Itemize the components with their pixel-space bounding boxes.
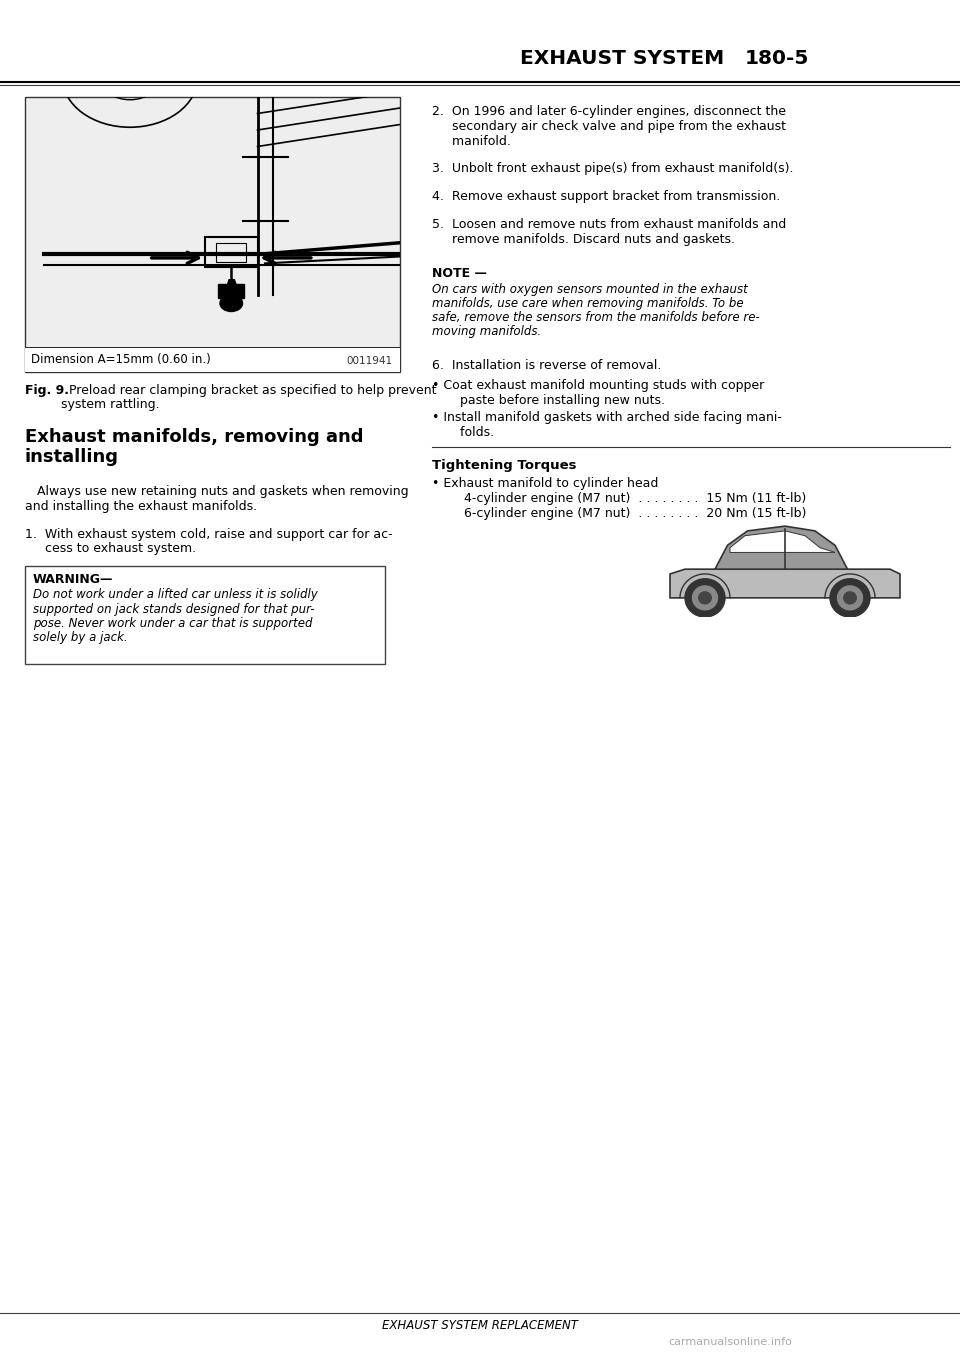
Text: • Coat exhaust manifold mounting studs with copper: • Coat exhaust manifold mounting studs w… xyxy=(432,379,764,392)
Circle shape xyxy=(220,294,243,312)
Text: cess to exhaust system.: cess to exhaust system. xyxy=(25,541,196,555)
Polygon shape xyxy=(715,527,848,569)
Text: A: A xyxy=(221,278,242,307)
Text: system rattling.: system rattling. xyxy=(61,398,159,411)
Text: • Exhaust manifold to cylinder head: • Exhaust manifold to cylinder head xyxy=(432,478,659,490)
Text: safe, remove the sensors from the manifolds before re-: safe, remove the sensors from the manifo… xyxy=(432,311,759,324)
Text: folds.: folds. xyxy=(448,426,494,440)
Text: EXHAUST SYSTEM REPLACEMENT: EXHAUST SYSTEM REPLACEMENT xyxy=(382,1319,578,1333)
Text: 5.  Loosen and remove nuts from exhaust manifolds and: 5. Loosen and remove nuts from exhaust m… xyxy=(432,218,786,231)
Text: 4-cylinder engine (M7 nut)  . . . . . . . .  15 Nm (11 ft-lb): 4-cylinder engine (M7 nut) . . . . . . .… xyxy=(448,493,806,505)
Circle shape xyxy=(685,578,725,617)
Bar xyxy=(25,566,385,664)
Polygon shape xyxy=(730,531,835,552)
Text: moving manifolds.: moving manifolds. xyxy=(432,324,541,338)
Text: Do not work under a lifted car unless it is solidly: Do not work under a lifted car unless it… xyxy=(33,588,318,601)
Text: Exhaust manifolds, removing and: Exhaust manifolds, removing and xyxy=(25,427,364,446)
Text: 180-5: 180-5 xyxy=(745,49,809,68)
Text: solely by a jack.: solely by a jack. xyxy=(33,631,128,645)
Text: NOTE —: NOTE — xyxy=(432,267,487,280)
Bar xyxy=(25,347,400,372)
Circle shape xyxy=(844,592,856,604)
Text: Fig. 9.: Fig. 9. xyxy=(25,384,69,398)
Text: 0011941: 0011941 xyxy=(347,357,393,366)
Bar xyxy=(218,284,245,297)
Text: 6.  Installation is reverse of removal.: 6. Installation is reverse of removal. xyxy=(432,360,661,372)
Text: • Install manifold gaskets with arched side facing mani-: • Install manifold gaskets with arched s… xyxy=(432,411,781,423)
Text: Always use new retaining nuts and gaskets when removing: Always use new retaining nuts and gasket… xyxy=(25,484,409,498)
Text: paste before installing new nuts.: paste before installing new nuts. xyxy=(448,394,665,407)
Text: 1.  With exhaust system cold, raise and support car for ac-: 1. With exhaust system cold, raise and s… xyxy=(25,528,393,541)
Text: installing: installing xyxy=(25,448,119,465)
Text: Dimension A=15mm (0.60 in.): Dimension A=15mm (0.60 in.) xyxy=(31,353,210,366)
Text: Preload rear clamping bracket as specified to help prevent: Preload rear clamping bracket as specifi… xyxy=(61,384,437,398)
Text: On cars with oxygen sensors mounted in the exhaust: On cars with oxygen sensors mounted in t… xyxy=(432,284,748,296)
Text: carmanualsonline.info: carmanualsonline.info xyxy=(668,1337,792,1348)
Text: WARNING—: WARNING— xyxy=(33,573,113,586)
Text: remove manifolds. Discard nuts and gaskets.: remove manifolds. Discard nuts and gaske… xyxy=(432,233,735,246)
Text: 3.  Unbolt front exhaust pipe(s) from exhaust manifold(s).: 3. Unbolt front exhaust pipe(s) from exh… xyxy=(432,161,794,175)
Text: supported on jack stands designed for that pur-: supported on jack stands designed for th… xyxy=(33,603,315,616)
Polygon shape xyxy=(670,569,900,598)
Text: pose. Never work under a car that is supported: pose. Never work under a car that is sup… xyxy=(33,617,313,630)
Circle shape xyxy=(837,586,862,609)
Text: 4.  Remove exhaust support bracket from transmission.: 4. Remove exhaust support bracket from t… xyxy=(432,190,780,204)
Circle shape xyxy=(692,586,717,609)
Text: manifolds, use care when removing manifolds. To be: manifolds, use care when removing manifo… xyxy=(432,297,744,309)
Bar xyxy=(216,243,247,262)
Bar xyxy=(205,237,257,267)
Text: secondary air check valve and pipe from the exhaust: secondary air check valve and pipe from … xyxy=(432,119,786,133)
Text: 6-cylinder engine (M7 nut)  . . . . . . . .  20 Nm (15 ft-lb): 6-cylinder engine (M7 nut) . . . . . . .… xyxy=(448,508,806,520)
Text: 2.  On 1996 and later 6-cylinder engines, disconnect the: 2. On 1996 and later 6-cylinder engines,… xyxy=(432,104,786,118)
Circle shape xyxy=(699,592,711,604)
Circle shape xyxy=(830,578,870,617)
Text: Tightening Torques: Tightening Torques xyxy=(432,459,577,472)
Bar xyxy=(25,96,400,372)
Text: EXHAUST SYSTEM: EXHAUST SYSTEM xyxy=(520,49,724,68)
Text: manifold.: manifold. xyxy=(432,134,511,148)
Text: and installing the exhaust manifolds.: and installing the exhaust manifolds. xyxy=(25,499,257,513)
